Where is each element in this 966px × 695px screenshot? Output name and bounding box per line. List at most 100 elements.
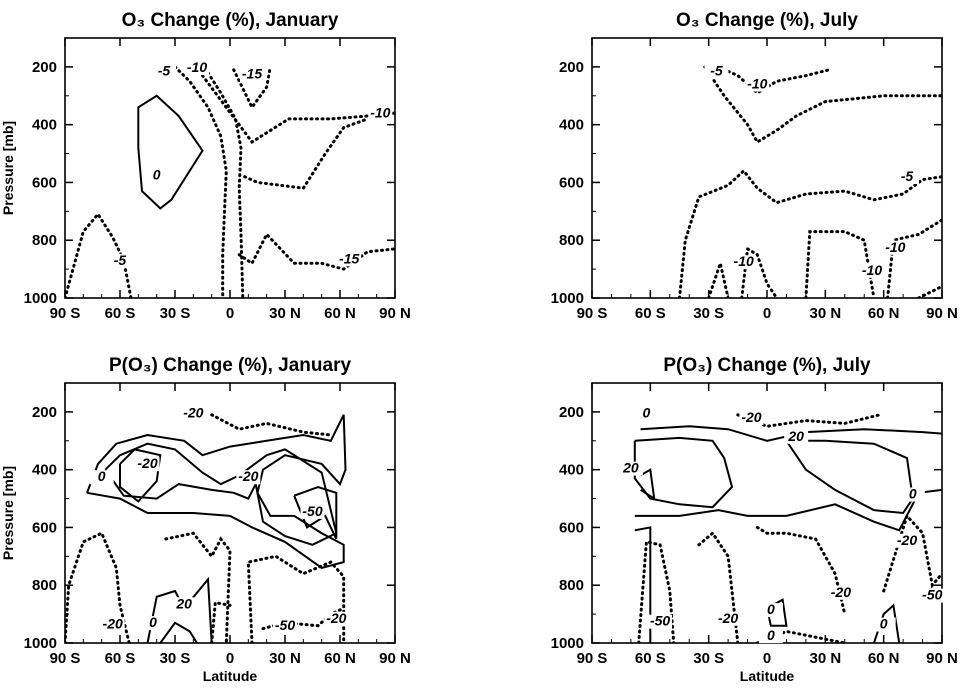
contour-label: -20 [718,610,738,626]
x-tick-label: 30 S [693,305,724,322]
contour-label-bg [648,614,673,629]
y-tick-label: 400 [559,462,584,479]
contour-line-20 [104,442,338,546]
panel-1: O₃ Change (%), January200400600800100090… [0,10,411,322]
contour-label-bg [185,61,209,76]
contour-label: -15 [242,65,262,81]
contour-label-bg [883,240,908,255]
y-tick-label: 600 [32,519,57,536]
contour-line-0 [137,94,204,210]
x-tick-label: 30 N [809,305,841,322]
x-tick-label: 90 S [577,305,608,322]
x-tick-label: 90 S [577,650,608,667]
y-tick-label: 400 [559,117,584,134]
contour-line-0 [634,488,942,532]
contour-line--20 [164,531,232,643]
contour-line--10 [703,65,942,145]
contour-label-bg [871,617,896,632]
y-tick-label: 600 [32,174,57,191]
y-tick-label: 800 [559,577,584,594]
contour-label-bg [895,170,919,184]
contour-line--5 [243,117,369,190]
contour-label-bg [240,67,264,82]
contour-label: -20 [326,610,346,626]
x-tick-label: 0 [763,305,771,322]
y-tick-label: 800 [32,232,57,249]
contour-label: 0 [643,405,651,421]
contour-line--50 [637,540,676,643]
contour-label: 20 [622,460,639,476]
x-tick-label: 90 S [50,305,81,322]
contour-label: 0 [149,614,157,630]
x-tick-label: 30 S [693,650,724,667]
contour-label-bg [181,406,206,421]
x-tick-label: 30 S [160,305,191,322]
contour-label-bg [895,533,919,548]
contour-label: -5 [114,252,127,268]
contour-line--10 [886,218,942,298]
contour-label: 0 [880,616,888,632]
x-axis-label: Latitude [203,668,258,684]
contour-line--10 [707,257,730,298]
contour-label-bg [758,629,783,644]
contour-line--15 [232,65,272,111]
y-tick-label: 600 [559,174,584,191]
contour-label: -5 [710,63,723,79]
y-tick-label: 1000 [551,635,584,652]
y-tick-label: 1000 [24,290,57,307]
contour-label: -20 [103,616,123,632]
x-tick-label: 60 S [105,650,136,667]
contour-label-bg [828,585,853,600]
x-tick-label: 60 N [324,305,356,322]
y-tick-label: 200 [32,404,57,421]
contour-line--5 [678,168,942,298]
y-tick-label: 1000 [551,290,584,307]
x-tick-label: 30 N [809,650,841,667]
contour-line--20 [119,448,162,503]
contour-label: -10 [370,104,390,120]
contour-label-bg [784,429,809,444]
contour-label-bg [135,457,160,472]
contour-label-bg [860,263,884,278]
contour-label-bg [758,603,783,618]
contour-label: -5 [158,63,171,79]
contour-label: -10 [734,253,754,269]
contour-label: -20 [137,455,157,471]
contour-line-20 [633,436,734,509]
contour-line-0 [634,526,652,643]
contour-label-bg [704,64,729,79]
contour-label-bg [731,255,756,270]
x-tick-label: 0 [763,650,771,667]
panel-title: P(O₃) Change (%), July [663,355,871,376]
contour-label: -20 [238,468,258,484]
contour-label-bg [141,616,165,631]
y-tick-label: 600 [559,519,584,536]
contour-label: 0 [767,601,775,617]
x-tick-label: 30 N [269,305,301,322]
contour-line--50 [293,485,338,540]
contour-line-0 [159,621,198,643]
contour-label-bg [739,411,764,425]
x-tick-label: 60 N [868,650,900,667]
contour-label-bg [236,470,261,485]
contour-label-bg [100,617,125,632]
contour-label-bg [273,619,297,633]
contour-label-bg [89,470,114,485]
contour-group [65,413,347,643]
x-axis-label: Latitude [740,668,795,684]
y-axis-label: Pressure [mb] [0,121,16,215]
contour-label: 0 [153,167,161,183]
contour-line--10 [201,74,395,145]
panel-3: P(O₃) Change (%), January200400600800100… [0,355,411,684]
x-tick-label: 30 S [160,650,191,667]
x-tick-label: 90 S [50,650,81,667]
contour-line--20 [697,530,740,643]
contour-label-bg [368,106,393,121]
contour-line-0 [86,414,347,569]
contour-label-bg [337,252,362,267]
contour-label: -20 [831,584,851,600]
contour-label-bg [300,504,325,519]
contour-line--20 [210,413,333,437]
